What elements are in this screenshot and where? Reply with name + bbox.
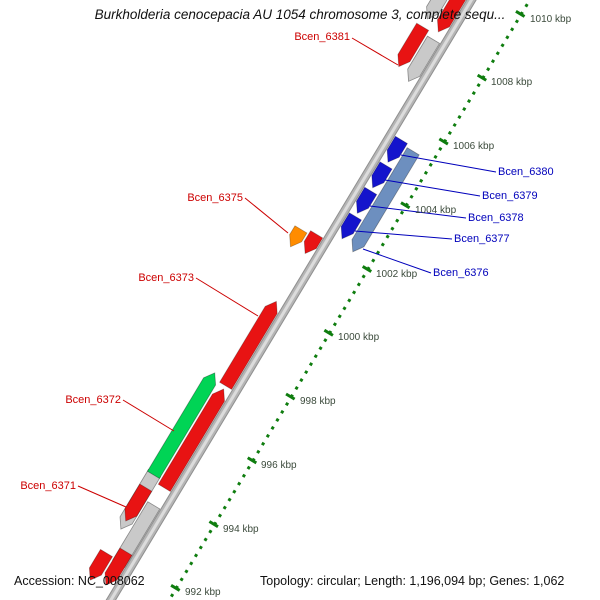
gene-arrow-bcen-6372[interactable] (146, 369, 220, 479)
gene-label-bcen-6375[interactable]: Bcen_6375 (187, 192, 243, 204)
gene-arrow-gray-2[interactable] (421, 0, 459, 22)
connector-bcen-6371 (77, 485, 127, 508)
gene-label-bcen-6376[interactable]: Bcen_6376 (433, 267, 489, 279)
gene-arrow-bcen-6379[interactable] (367, 161, 393, 191)
gene-arrow-bcen-6381[interactable] (393, 22, 430, 70)
ruler-label-1010: 1010 kbp (530, 14, 572, 25)
connector-bcen-6380 (400, 154, 497, 173)
gene-label-bcen-6381[interactable]: Bcen_6381 (294, 31, 350, 43)
gene-arrow-bcen-6380[interactable] (382, 135, 408, 165)
gene-arrow-red-unlabeled-bottom-1[interactable] (100, 547, 133, 589)
ruler-label-996: 996 kbp (261, 460, 297, 471)
ruler-tick-1006 (438, 137, 449, 146)
ruler-tick-996 (246, 456, 258, 465)
gene-label-bcen-6380[interactable]: Bcen_6380 (498, 166, 554, 178)
ruler-tick-992 (170, 584, 181, 592)
ruler-label-1006: 1006 kbp (453, 141, 495, 152)
ruler-tick-1004 (400, 201, 411, 210)
ruler-label-992: 992 kbp (185, 587, 221, 598)
gene-label-bcen-6378[interactable]: Bcen_6378 (468, 212, 524, 224)
backbone-highlight (79, 0, 525, 600)
connector-bcen-6381 (351, 37, 399, 66)
ruler-label-1002: 1002 kbp (376, 269, 418, 280)
connector-bcen-6373 (195, 277, 259, 317)
gene-arrow-red-unlabeled-bottom-2[interactable] (84, 548, 114, 583)
gene-label-bcen-6373[interactable]: Bcen_6373 (138, 272, 194, 284)
ruler-tick-1000 (323, 328, 334, 337)
connector-bcen-6376 (362, 248, 432, 274)
gene-label-bcen-6377[interactable]: Bcen_6377 (454, 233, 510, 245)
gene-label-bcen-6372[interactable]: Bcen_6372 (65, 394, 121, 406)
ruler-tick-1010 (515, 10, 526, 18)
ruler-dotted-line (122, 0, 568, 600)
gene-arrow-red-unlabeled-mid[interactable] (299, 230, 324, 257)
topology-text: Topology: circular; Length: 1,196,094 bp… (260, 574, 565, 588)
gene-arrow-bcen-6373[interactable] (219, 298, 283, 390)
genome-track (76, 0, 568, 600)
ruler-tick-994 (208, 520, 219, 528)
ruler-label-1004: 1004 kbp (415, 205, 457, 216)
gene-arrow-red-unlabeled-top[interactable] (432, 0, 468, 35)
gene-arrow-bcen-6371[interactable] (120, 483, 153, 525)
gene-arrow-red-unlabeled-lower[interactable] (157, 385, 229, 493)
gene-label-bcen-6371[interactable]: Bcen_6371 (20, 480, 76, 492)
ruler-label-1000: 1000 kbp (338, 332, 380, 343)
connector-bcen-6372 (122, 399, 175, 432)
ruler-label-1008: 1008 kbp (491, 77, 533, 88)
gene-arrow-gray-1[interactable] (403, 35, 441, 85)
gene-arrow-bcen-6376[interactable] (347, 147, 420, 256)
accession-text: Accession: NC_008062 (14, 574, 145, 588)
connector-bcen-6378 (369, 205, 467, 219)
ruler-tick-1002 (361, 265, 373, 273)
ruler-label-998: 998 kbp (300, 396, 336, 407)
gene-arrow-bcen-6377[interactable] (336, 212, 362, 242)
ruler-label-994: 994 kbp (223, 524, 259, 535)
gene-label-bcen-6379[interactable]: Bcen_6379 (482, 190, 538, 202)
connector-bcen-6375 (244, 197, 289, 234)
connector-bcen-6377 (354, 230, 453, 240)
gene-arrow-bcen-6378[interactable] (351, 186, 378, 217)
ruler-tick-1008 (476, 73, 487, 82)
ruler-tick-998 (285, 392, 296, 401)
sequence-title: Burkholderia cenocepacia AU 1054 chromos… (94, 7, 506, 22)
label-connectors (77, 37, 497, 508)
connector-bcen-6379 (384, 179, 481, 197)
gene-arrow-bcen-6375[interactable] (284, 225, 308, 251)
